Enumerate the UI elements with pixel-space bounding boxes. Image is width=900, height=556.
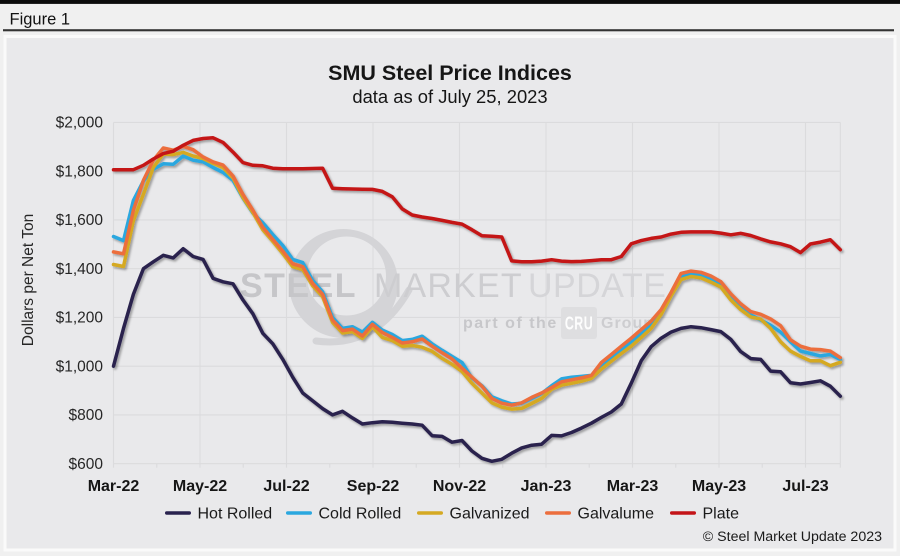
svg-text:Jul-23: Jul-23 (782, 478, 828, 495)
svg-text:UPDATE: UPDATE (528, 267, 666, 305)
svg-text:$1,600: $1,600 (56, 212, 104, 229)
svg-text:Figure 1: Figure 1 (10, 11, 71, 29)
svg-text:STEEL: STEEL (240, 267, 357, 305)
svg-text:Sep-22: Sep-22 (347, 478, 400, 495)
svg-text:Dollars per Net Ton: Dollars per Net Ton (20, 214, 37, 346)
svg-text:$1,200: $1,200 (56, 310, 104, 327)
svg-text:$600: $600 (69, 456, 104, 473)
svg-text:data as of July 25, 2023: data as of July 25, 2023 (352, 86, 547, 107)
svg-text:$1,400: $1,400 (56, 261, 104, 278)
svg-text:$800: $800 (69, 407, 104, 424)
svg-text:part of the: part of the (463, 315, 558, 332)
svg-text:May-23: May-23 (692, 478, 746, 495)
svg-text:$1,800: $1,800 (56, 164, 104, 181)
svg-text:Jan-23: Jan-23 (521, 478, 572, 495)
svg-text:Jul-22: Jul-22 (263, 478, 309, 495)
svg-text:© Steel Market Update 2023: © Steel Market Update 2023 (703, 529, 882, 545)
svg-text:Nov-22: Nov-22 (433, 478, 486, 495)
svg-text:SMU Steel Price Indices: SMU Steel Price Indices (328, 61, 572, 85)
svg-text:Plate: Plate (703, 506, 740, 523)
svg-text:$2,000: $2,000 (56, 115, 104, 132)
svg-text:Hot Rolled: Hot Rolled (198, 506, 273, 523)
svg-text:May-22: May-22 (173, 478, 227, 495)
svg-text:$1,000: $1,000 (56, 359, 104, 376)
svg-text:CRU: CRU (565, 314, 593, 334)
svg-text:Cold Rolled: Cold Rolled (319, 506, 402, 523)
svg-text:Mar-23: Mar-23 (607, 478, 659, 495)
svg-text:Galvalume: Galvalume (578, 506, 655, 523)
svg-text:Mar-22: Mar-22 (88, 478, 140, 495)
svg-text:Group: Group (601, 315, 654, 332)
svg-text:MARKET: MARKET (374, 267, 523, 305)
svg-text:Galvanized: Galvanized (450, 506, 530, 523)
